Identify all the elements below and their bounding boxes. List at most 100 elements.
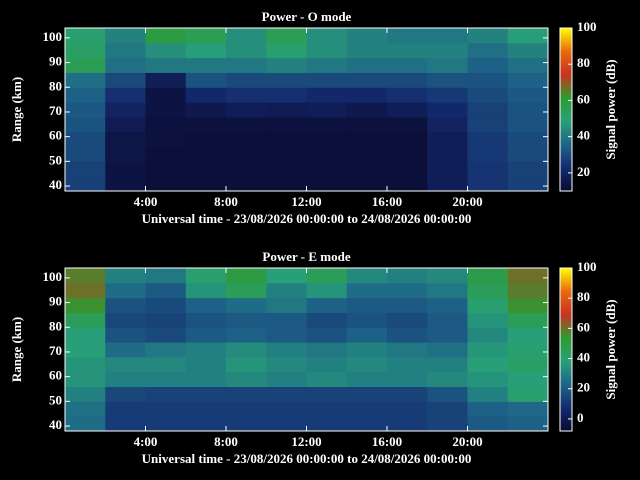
heat-cell [507,342,549,358]
heat-cell [65,312,106,328]
heat-cell [507,371,549,388]
heat-cell [266,268,307,284]
heat-cell [346,131,388,148]
heat-cell [427,28,468,44]
heat-cell [467,371,509,388]
heat-cell [185,57,227,73]
heat-cell [387,342,428,358]
heat-cell [346,401,388,417]
heat-cell [427,42,468,59]
heat-cell [105,297,146,313]
heat-cell [306,342,348,358]
heat-cell [507,28,549,44]
colorbar-tick-label: 80 [577,289,590,304]
heat-cell [427,371,468,388]
heat-cell [427,102,468,118]
heat-cell [65,72,106,88]
heat-cell [427,176,468,192]
chart-title: Power - O mode [262,9,352,24]
heat-cell [145,176,187,192]
heat-cell [145,312,187,328]
heat-cell [185,116,227,133]
heat-cell [346,386,388,402]
heat-cell [387,268,428,284]
heat-cell [266,386,307,402]
y-tick-label: 80 [49,318,62,333]
heat-cell [306,386,348,402]
heat-cell [266,297,307,313]
heat-cell [145,146,187,162]
heat-cell [145,87,187,103]
heat-cell [185,342,227,358]
heat-cell [185,87,227,103]
y-tick-label: 100 [43,269,63,284]
heat-cell [266,57,307,73]
heat-cell [65,161,106,177]
heat-cell [507,102,549,118]
heat-cell [266,356,307,373]
heat-cell [105,72,146,88]
y-tick-label: 60 [49,128,62,143]
heat-cell [427,401,468,417]
x-tick-label: 12:00 [291,434,321,449]
heat-cell [346,176,388,192]
heat-cell [346,312,388,328]
y-tick-label: 40 [49,417,62,432]
x-axis-label: Universal time - 23/08/2026 00:00:00 to … [142,451,472,466]
heat-cell [105,327,146,343]
heat-cell [467,28,509,44]
heat-cell [467,102,509,118]
heat-cell [467,146,509,162]
heat-cell [427,116,468,133]
colorbar-tick-label: 20 [577,164,590,179]
heat-cell [427,416,468,432]
heat-cell [266,28,307,44]
heat-cell [507,161,549,177]
heat-cell [306,72,348,88]
heat-cell [105,342,146,358]
heat-cell [105,356,146,373]
heat-cell [226,401,267,417]
heat-cell [105,28,146,44]
heat-cell [266,131,307,148]
heat-cell [507,146,549,162]
heat-cell [185,416,227,432]
heat-cell [145,116,187,133]
heat-cell [65,268,106,284]
heat-cell [306,116,348,133]
heat-cell [185,401,227,417]
heat-cell [467,268,509,284]
heat-cell [387,401,428,417]
heat-cell [185,42,227,59]
heat-cell [105,161,146,177]
heat-cell [185,72,227,88]
heat-cell [145,72,187,88]
x-axis-label: Universal time - 23/08/2026 00:00:00 to … [142,211,472,226]
heat-cell [105,57,146,73]
heat-cell [387,161,428,177]
heat-cell [387,297,428,313]
x-tick-label: 20:00 [452,434,482,449]
heat-cell [145,416,187,432]
heat-cell [266,146,307,162]
heat-cell [145,57,187,73]
heat-cell [105,268,146,284]
heat-cell [226,312,267,328]
heat-cell [105,116,146,133]
heat-cell [105,131,146,148]
chart-title: Power - E mode [262,249,350,264]
heat-cell [306,42,348,59]
heat-cell [507,312,549,328]
heat-cell [185,312,227,328]
heat-cell [65,416,106,432]
x-tick-label: 8:00 [214,194,238,209]
heat-cell [346,416,388,432]
heat-cell [145,102,187,118]
heat-cell [507,72,549,88]
y-tick-label: 50 [49,392,62,407]
heat-cell [427,131,468,148]
heat-cell [507,42,549,59]
x-tick-label: 4:00 [134,434,158,449]
heat-cell [65,401,106,417]
heat-cell [226,356,267,373]
